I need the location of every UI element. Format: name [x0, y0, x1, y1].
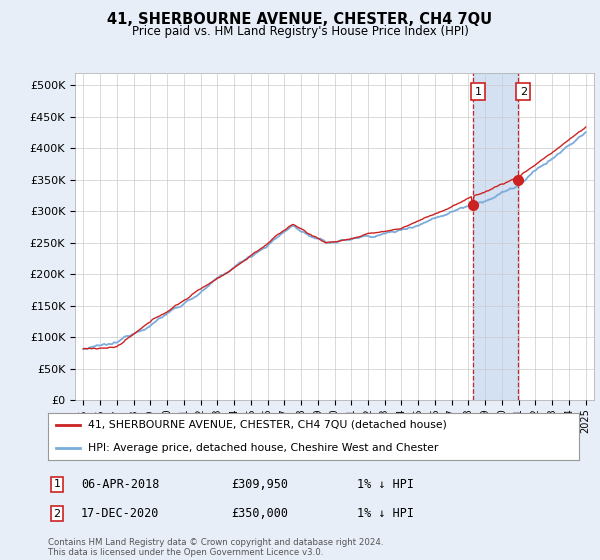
Text: 2: 2 [520, 87, 527, 97]
Text: £350,000: £350,000 [231, 507, 288, 520]
Text: 2: 2 [53, 508, 61, 519]
Bar [473, 73, 518, 400]
Text: Price paid vs. HM Land Registry's House Price Index (HPI): Price paid vs. HM Land Registry's House … [131, 25, 469, 38]
Text: 1: 1 [475, 87, 481, 97]
Text: 06-APR-2018: 06-APR-2018 [81, 478, 160, 491]
Text: Contains HM Land Registry data © Crown copyright and database right 2024.
This d: Contains HM Land Registry data © Crown c… [48, 538, 383, 557]
Text: £309,950: £309,950 [231, 478, 288, 491]
Text: 41, SHERBOURNE AVENUE, CHESTER, CH4 7QU (detached house): 41, SHERBOURNE AVENUE, CHESTER, CH4 7QU … [88, 419, 446, 430]
Text: 1% ↓ HPI: 1% ↓ HPI [357, 507, 414, 520]
Text: 41, SHERBOURNE AVENUE, CHESTER, CH4 7QU: 41, SHERBOURNE AVENUE, CHESTER, CH4 7QU [107, 12, 493, 27]
Text: HPI: Average price, detached house, Cheshire West and Chester: HPI: Average price, detached house, Ches… [88, 444, 438, 454]
Text: 1: 1 [53, 479, 61, 489]
Text: 1% ↓ HPI: 1% ↓ HPI [357, 478, 414, 491]
Text: 17-DEC-2020: 17-DEC-2020 [81, 507, 160, 520]
